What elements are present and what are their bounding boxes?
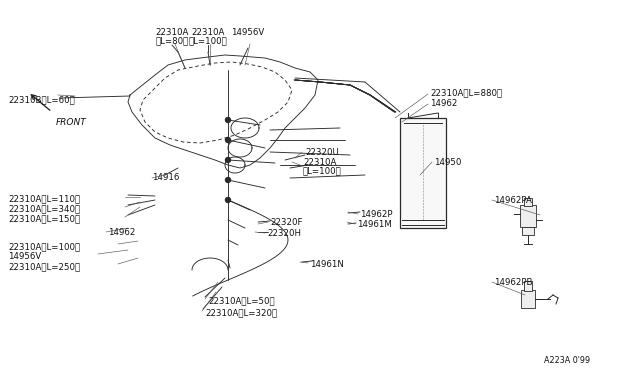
Text: 22310A: 22310A bbox=[156, 28, 189, 37]
Bar bbox=[521, 290, 535, 308]
Circle shape bbox=[225, 118, 230, 122]
Text: 〈L=100〉: 〈L=100〉 bbox=[303, 166, 342, 175]
Circle shape bbox=[225, 138, 230, 142]
Text: 22310A〈L=150〉: 22310A〈L=150〉 bbox=[8, 214, 80, 223]
Text: 14962: 14962 bbox=[108, 228, 136, 237]
Text: 14950: 14950 bbox=[434, 158, 461, 167]
Bar bbox=[524, 198, 532, 206]
Text: 22320U: 22320U bbox=[305, 148, 339, 157]
Text: 22310A〈L=880〉: 22310A〈L=880〉 bbox=[430, 88, 502, 97]
Text: 14961N: 14961N bbox=[310, 260, 344, 269]
Text: 22310A〈L=250〉: 22310A〈L=250〉 bbox=[8, 262, 80, 271]
Bar bbox=[524, 281, 532, 291]
Bar bbox=[400, 118, 446, 228]
Text: 22310A〈L=50〉: 22310A〈L=50〉 bbox=[208, 296, 275, 305]
Circle shape bbox=[225, 177, 230, 183]
Text: 22310A〈L=100〉: 22310A〈L=100〉 bbox=[8, 242, 80, 251]
Text: 22310A〈L=110〉: 22310A〈L=110〉 bbox=[8, 194, 80, 203]
Text: 14962PA: 14962PA bbox=[494, 196, 532, 205]
Text: 14916: 14916 bbox=[152, 173, 179, 182]
Text: 14961M: 14961M bbox=[357, 220, 392, 229]
Bar bbox=[522, 227, 534, 235]
Circle shape bbox=[225, 198, 230, 202]
Text: 14956V: 14956V bbox=[232, 28, 264, 37]
Bar bbox=[520, 205, 536, 227]
Text: 14956V: 14956V bbox=[8, 252, 41, 261]
Text: 14962PB: 14962PB bbox=[494, 278, 532, 287]
Text: 〈L=80〉: 〈L=80〉 bbox=[156, 36, 189, 45]
Text: 22310A〈L=340〉: 22310A〈L=340〉 bbox=[8, 204, 80, 213]
Text: 22310B〈L=60〉: 22310B〈L=60〉 bbox=[8, 95, 75, 104]
Text: FRONT: FRONT bbox=[56, 118, 87, 127]
Text: 22320F: 22320F bbox=[270, 218, 303, 227]
Circle shape bbox=[225, 157, 230, 163]
Text: 14962P: 14962P bbox=[360, 210, 392, 219]
Text: 22310A〈L=320〉: 22310A〈L=320〉 bbox=[205, 308, 277, 317]
Text: 22310A: 22310A bbox=[191, 28, 225, 37]
Text: A223A 0'99: A223A 0'99 bbox=[544, 356, 590, 365]
Text: 22310A: 22310A bbox=[303, 158, 337, 167]
Text: 14962: 14962 bbox=[430, 99, 458, 108]
Text: 〈L=100〉: 〈L=100〉 bbox=[189, 36, 227, 45]
Text: 22320H: 22320H bbox=[267, 229, 301, 238]
